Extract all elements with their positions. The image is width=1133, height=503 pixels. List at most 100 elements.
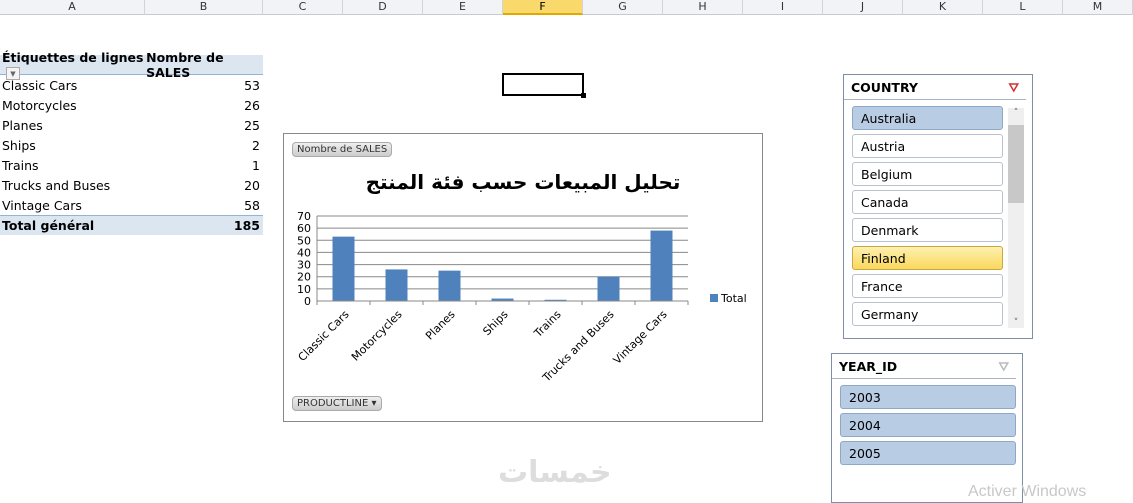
slicer-title: COUNTRY (851, 80, 918, 95)
bar (332, 236, 355, 301)
pivot-row[interactable]: Motorcycles 26 (0, 95, 263, 115)
axis-field-button[interactable]: PRODUCTLINE ▾ (292, 396, 382, 411)
y-tick-label: 40 (297, 246, 311, 259)
slicer-item[interactable]: 2005 (840, 441, 1016, 465)
bar (650, 230, 673, 301)
slicer-item[interactable]: Australia (852, 106, 1003, 130)
x-tick-label: Trucks and Buses (539, 308, 616, 385)
legend-label: Total (720, 292, 747, 305)
slicer-item[interactable]: Austria (852, 134, 1003, 158)
row-value: 25 (244, 117, 260, 133)
column-header-I[interactable]: I (743, 0, 823, 15)
slicer-header: COUNTRY ⛛ (844, 75, 1026, 100)
row-labels-header: Étiquettes de lignes (2, 49, 144, 65)
chart-title: تحليل المبيعات حسب فئة المنتج (365, 170, 681, 194)
filter-dropdown-button[interactable]: ▼ (6, 66, 20, 80)
slicer-item[interactable]: Canada (852, 190, 1003, 214)
y-tick-label: 30 (297, 259, 311, 272)
column-header-L[interactable]: L (983, 0, 1063, 15)
total-value: 185 (233, 218, 260, 233)
row-value: 26 (244, 97, 260, 113)
slicer-scrollbar[interactable]: ˄ ˅ (1008, 108, 1024, 328)
year-slicer: YEAR_ID ⛛ 2003 2004 2005 (831, 353, 1023, 503)
active-cell[interactable] (502, 73, 586, 98)
row-label: Trucks and Buses (2, 177, 111, 193)
pivot-row[interactable]: Trains 1 (0, 155, 263, 175)
bar (544, 299, 567, 301)
pivot-table: Étiquettes de lignes▼ Nombre de SALES Cl… (0, 50, 263, 235)
row-label: Vintage Cars (2, 197, 82, 213)
slicer-title: YEAR_ID (839, 359, 898, 374)
clear-filter-icon[interactable]: ⛛ (1008, 80, 1019, 95)
column-header-E[interactable]: E (423, 0, 503, 15)
row-value: 58 (244, 197, 260, 213)
x-tick-label: Motorcycles (349, 308, 405, 364)
country-slicer: COUNTRY ⛛ Australia Austria Belgium Canada De… (843, 74, 1033, 339)
values-header: Nombre de SALES (146, 49, 224, 80)
column-header-H[interactable]: H (663, 0, 743, 15)
y-tick-label: 60 (297, 222, 311, 235)
x-tick-label: Planes (423, 308, 458, 343)
slicer-item[interactable]: Denmark (852, 218, 1003, 242)
bar (385, 269, 408, 301)
column-header-M[interactable]: M (1063, 0, 1133, 15)
row-label: Ships (2, 137, 36, 153)
pivot-total-row: Total général 185 (0, 215, 263, 235)
pivot-chart[interactable]: Nombre de SALES تحليل المبيعات حسب فئة ا… (283, 133, 763, 422)
x-tick-label: Vintage Cars (611, 308, 670, 367)
row-label: Motorcycles (2, 97, 77, 113)
row-label: Trains (2, 157, 39, 173)
scroll-down-icon[interactable]: ˅ (1013, 318, 1019, 328)
row-value: 1 (252, 157, 260, 173)
column-header-K[interactable]: K (903, 0, 983, 15)
pivot-header: Étiquettes de lignes▼ Nombre de SALES (0, 50, 263, 80)
total-label: Total général (2, 218, 95, 233)
fill-handle[interactable] (581, 93, 586, 98)
pivot-row[interactable]: Planes 25 (0, 115, 263, 135)
values-field-button[interactable]: Nombre de SALES (292, 142, 393, 157)
y-tick-label: 70 (297, 210, 311, 223)
column-header-A[interactable]: A (0, 0, 145, 15)
slicer-item[interactable]: France (852, 274, 1003, 298)
row-value: 20 (244, 177, 260, 193)
x-tick-label: Classic Cars (296, 308, 352, 364)
slicer-item[interactable]: Belgium (852, 162, 1003, 186)
pivot-row[interactable]: Classic Cars 53 (0, 75, 263, 95)
pivot-row[interactable]: Trucks and Buses 20 (0, 175, 263, 195)
row-value: 2 (252, 137, 260, 153)
scroll-thumb[interactable] (1008, 125, 1024, 203)
x-tick-label: Trains (531, 308, 564, 341)
column-header-F[interactable]: F (503, 0, 583, 15)
slicer-item[interactable]: 2003 (840, 385, 1016, 409)
slicer-header: YEAR_ID ⛛ (832, 354, 1016, 379)
bar (491, 298, 514, 301)
y-tick-label: 20 (297, 271, 311, 284)
dropdown-arrow-icon: ▾ (371, 398, 377, 409)
y-tick-label: 0 (304, 295, 311, 308)
row-label: Planes (2, 117, 43, 133)
activation-watermark: Activer Windows (968, 483, 1087, 500)
column-header-B[interactable]: B (145, 0, 263, 15)
slicer-item[interactable]: Germany (852, 302, 1003, 326)
y-tick-label: 10 (297, 283, 311, 296)
row-label: Classic Cars (2, 77, 78, 93)
slicer-item[interactable]: Finland (852, 246, 1003, 270)
x-tick-label: Ships (480, 308, 510, 338)
column-header-G[interactable]: G (583, 0, 663, 15)
row-value: 53 (244, 77, 260, 93)
slicer-item[interactable]: 2004 (840, 413, 1016, 437)
column-header-C[interactable]: C (263, 0, 343, 15)
axis-field-label: PRODUCTLINE (297, 398, 369, 409)
y-tick-label: 50 (297, 234, 311, 247)
bar (438, 270, 461, 301)
column-header-J[interactable]: J (823, 0, 903, 15)
bar (597, 276, 620, 301)
scroll-up-icon[interactable]: ˄ (1013, 108, 1019, 118)
legend-swatch (710, 294, 718, 302)
pivot-row[interactable]: Ships 2 (0, 135, 263, 155)
watermark-logo: خمسات (498, 455, 612, 490)
column-header-D[interactable]: D (343, 0, 423, 15)
clear-filter-icon[interactable]: ⛛ (998, 359, 1009, 374)
pivot-row[interactable]: Vintage Cars 58 (0, 195, 263, 215)
